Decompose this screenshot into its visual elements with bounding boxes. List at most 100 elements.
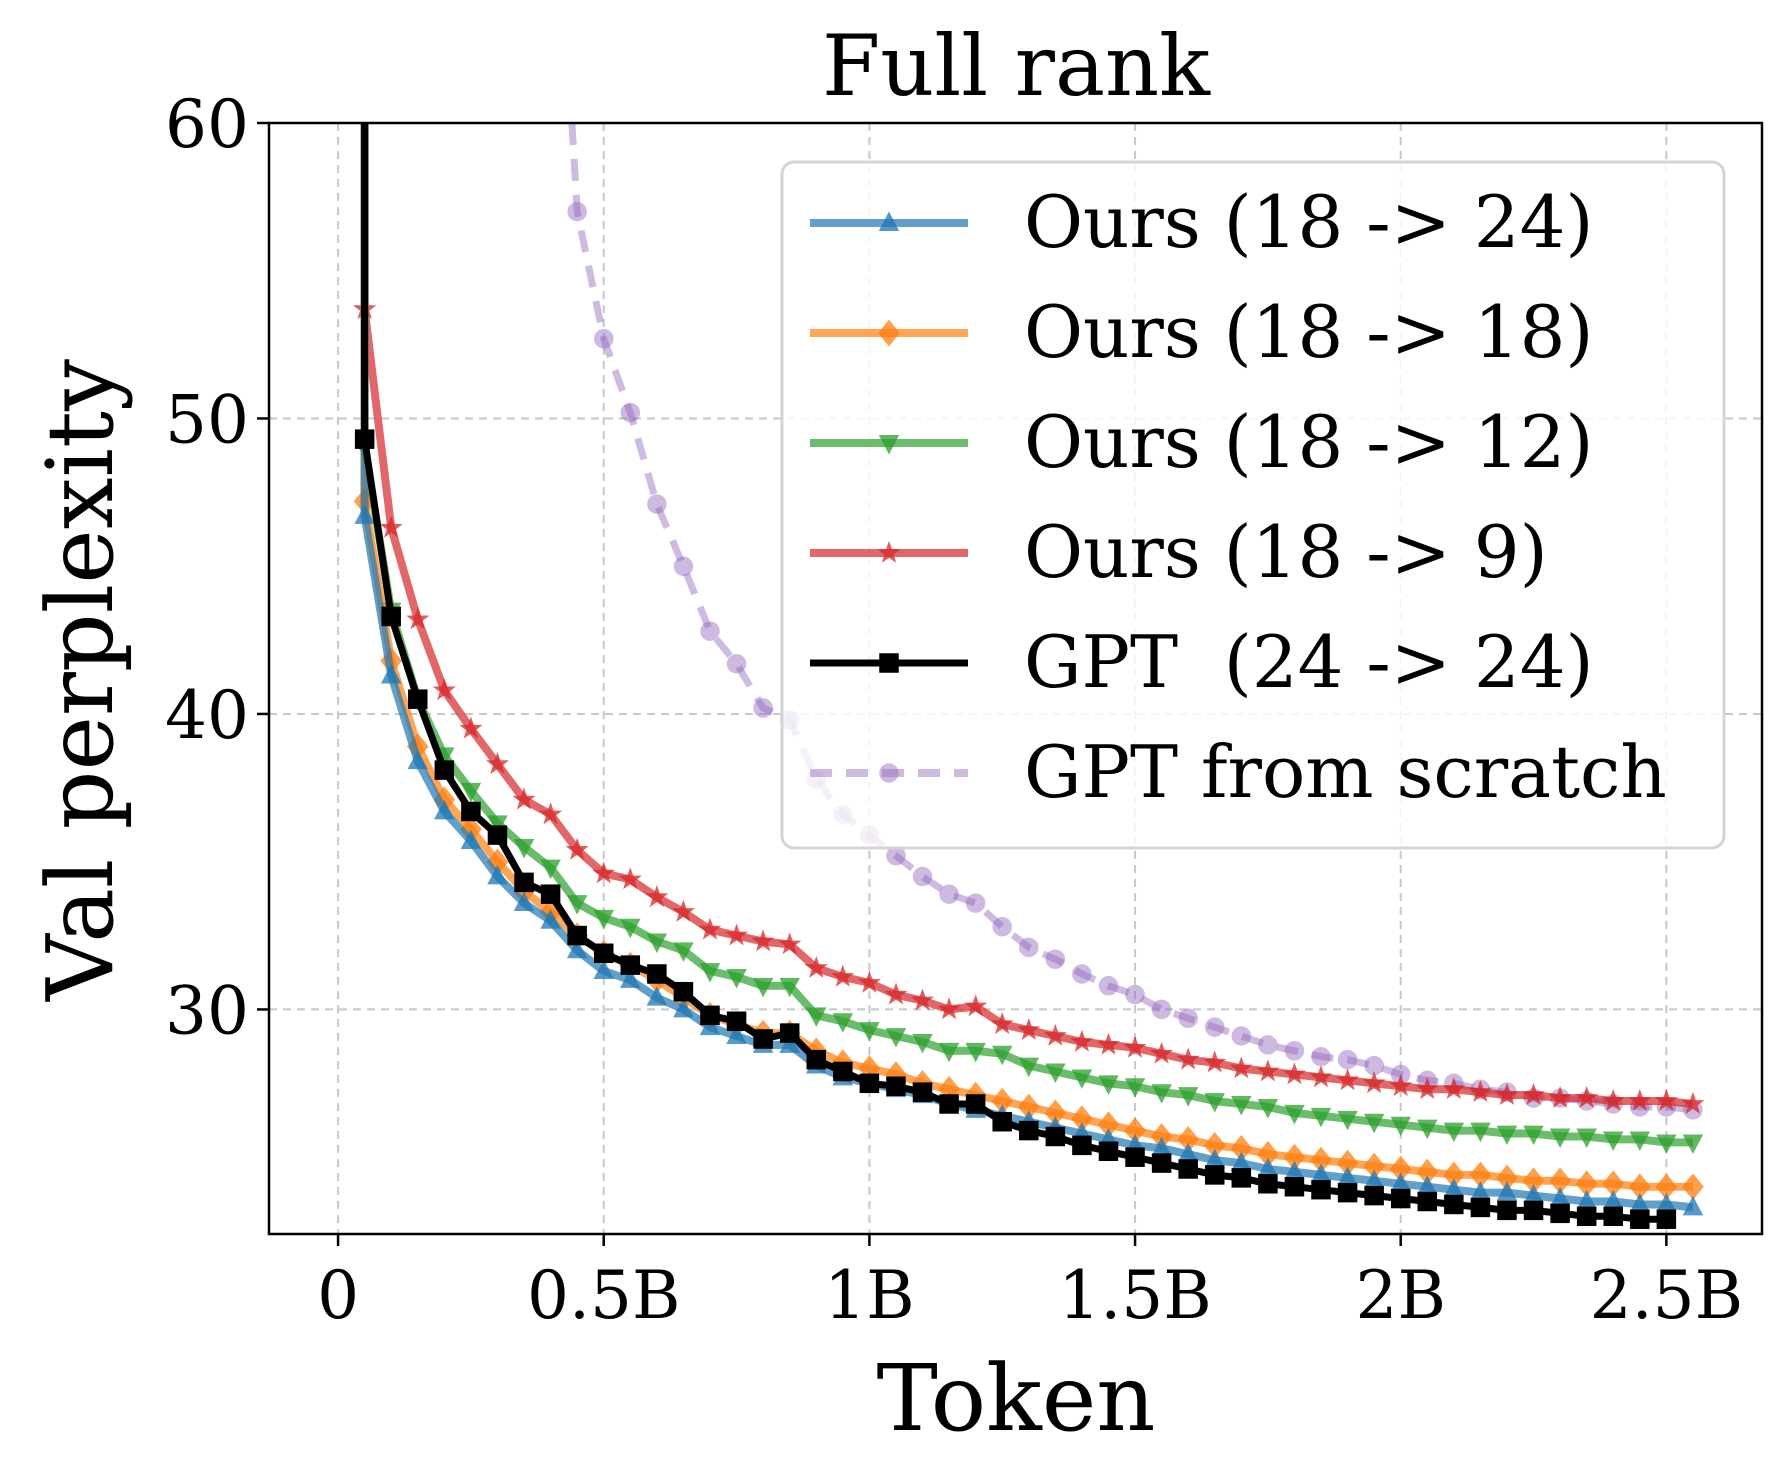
x-tick-label: 0 bbox=[317, 1257, 359, 1334]
data-point bbox=[939, 1094, 959, 1114]
data-point bbox=[1098, 1075, 1119, 1095]
data-point bbox=[1363, 1113, 1385, 1134]
legend: Ours (18 -> 24) Ours (18 -> 18) Ours (18 -… bbox=[780, 160, 1726, 850]
data-point bbox=[724, 923, 749, 946]
data-point bbox=[1337, 1110, 1358, 1131]
data-point bbox=[884, 982, 908, 1005]
data-point bbox=[645, 885, 669, 908]
data-point bbox=[593, 959, 614, 979]
data-point bbox=[1019, 937, 1039, 958]
data-point bbox=[1204, 1165, 1225, 1185]
series-4 bbox=[354, 123, 1677, 1229]
data-point bbox=[514, 872, 534, 893]
data-point bbox=[1550, 1203, 1570, 1224]
legend-label: Ours (18 -> 9) bbox=[1024, 510, 1548, 594]
data-point bbox=[646, 933, 668, 953]
data-point bbox=[565, 837, 589, 860]
x-axis-label: Token bbox=[876, 1345, 1155, 1452]
data-point bbox=[1018, 1057, 1040, 1078]
data-point bbox=[1017, 1018, 1041, 1040]
data-point bbox=[1124, 1078, 1146, 1098]
data-point bbox=[1096, 1032, 1121, 1055]
data-point bbox=[1311, 1179, 1331, 1200]
legend-label: Ours (18 -> 24) bbox=[1024, 180, 1594, 264]
data-point bbox=[859, 1073, 880, 1094]
data-point bbox=[1178, 1159, 1198, 1179]
data-point bbox=[1548, 1086, 1572, 1108]
data-point bbox=[804, 955, 828, 978]
data-point bbox=[778, 932, 802, 955]
data-point bbox=[910, 988, 935, 1011]
data-point bbox=[1231, 1096, 1252, 1116]
legend-label: Ours (18 -> 12) bbox=[1024, 400, 1594, 484]
data-point bbox=[1150, 1041, 1174, 1064]
data-point bbox=[1470, 1197, 1491, 1218]
data-point bbox=[833, 1061, 853, 1082]
x-tick-label: 1B bbox=[824, 1257, 915, 1334]
data-point bbox=[540, 884, 561, 904]
data-point bbox=[1417, 1191, 1438, 1212]
data-point bbox=[1178, 1008, 1198, 1029]
data-point bbox=[726, 968, 747, 989]
data-point bbox=[1125, 1147, 1145, 1167]
x-axis-ticks: 0 0.5B 1B 1.5B 2B 2.5B bbox=[317, 1234, 1743, 1334]
data-point bbox=[1151, 1153, 1172, 1173]
data-point bbox=[965, 893, 986, 913]
data-point bbox=[407, 749, 429, 770]
data-point bbox=[1229, 1056, 1253, 1079]
data-point bbox=[1072, 1135, 1092, 1156]
y-tick-label: 30 bbox=[165, 972, 249, 1049]
data-point bbox=[1098, 976, 1119, 996]
data-point bbox=[1603, 1206, 1623, 1227]
y-tick-label: 60 bbox=[165, 86, 249, 163]
data-point bbox=[726, 653, 747, 674]
data-point bbox=[1496, 1125, 1518, 1146]
data-point bbox=[593, 909, 614, 930]
data-point bbox=[1070, 1029, 1094, 1052]
data-point bbox=[1362, 1071, 1386, 1094]
data-point bbox=[912, 1082, 933, 1102]
data-point bbox=[779, 1033, 800, 1053]
data-point bbox=[1656, 1134, 1677, 1154]
data-point bbox=[1176, 1047, 1200, 1070]
data-point bbox=[620, 918, 641, 939]
data-point bbox=[1468, 1080, 1492, 1103]
data-point bbox=[938, 1042, 960, 1063]
data-point bbox=[460, 782, 482, 803]
series-2 bbox=[354, 123, 1704, 1154]
data-point bbox=[1309, 1065, 1333, 1088]
data-point bbox=[1495, 1082, 1519, 1105]
data-point bbox=[593, 943, 614, 964]
data-point bbox=[434, 799, 455, 820]
y-axis-ticks: 30 40 50 60 bbox=[165, 86, 269, 1049]
data-point bbox=[592, 861, 616, 884]
data-point bbox=[1284, 1104, 1305, 1125]
data-point bbox=[699, 1015, 721, 1036]
data-point bbox=[512, 787, 536, 810]
data-point bbox=[647, 964, 667, 984]
data-point bbox=[779, 977, 800, 998]
data-point bbox=[673, 556, 694, 576]
data-point bbox=[1470, 1122, 1491, 1143]
data-point bbox=[459, 716, 483, 739]
series-line bbox=[360, 123, 1693, 1147]
data-point bbox=[1045, 1126, 1066, 1147]
data-point bbox=[1417, 1119, 1438, 1140]
data-point bbox=[1656, 1209, 1677, 1229]
data-point bbox=[991, 1045, 1013, 1066]
data-point bbox=[831, 964, 855, 987]
data-point bbox=[1601, 1088, 1625, 1111]
data-point bbox=[1444, 1194, 1464, 1215]
data-point bbox=[566, 895, 588, 915]
data-point bbox=[832, 1013, 854, 1033]
data-point bbox=[1258, 1174, 1278, 1194]
data-point bbox=[992, 1111, 1012, 1132]
data-point bbox=[1629, 1131, 1651, 1151]
data-point bbox=[1389, 1074, 1413, 1097]
data-point bbox=[487, 815, 508, 835]
data-point bbox=[779, 1023, 800, 1043]
data-point bbox=[1204, 1017, 1225, 1037]
data-point bbox=[1204, 1093, 1225, 1113]
legend-marker bbox=[877, 540, 901, 563]
data-point bbox=[886, 1076, 906, 1097]
